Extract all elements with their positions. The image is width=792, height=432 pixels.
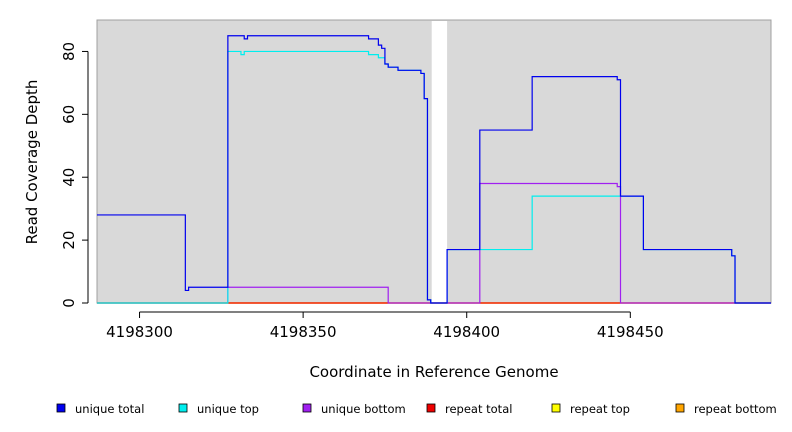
x-tick-label: 4198400 <box>433 323 500 341</box>
x-tick-label: 4198350 <box>270 323 337 341</box>
legend-label: repeat bottom <box>694 402 777 416</box>
series-layer <box>97 35 771 304</box>
legend-label: unique bottom <box>321 402 406 416</box>
legend-item-repeat-bottom: repeat bottom <box>675 402 777 416</box>
y-tick-label: 0 <box>60 298 78 308</box>
gap-region <box>431 21 448 304</box>
legend-label: repeat top <box>570 402 630 416</box>
plot-area <box>96 19 772 304</box>
y-tick-label: 80 <box>60 42 78 61</box>
legend-swatch <box>302 403 312 413</box>
legend-item-repeat-top: repeat top <box>551 402 630 416</box>
y-tick-label: 60 <box>60 105 78 124</box>
legend-item-unique-total: unique total <box>56 402 144 416</box>
x-tick-label: 4198450 <box>597 323 664 341</box>
legend-label: unique total <box>75 402 144 416</box>
axes: 0 20 40 60 80 4198300 4198350 4198400 4198450 <box>60 42 664 341</box>
legend-label: repeat total <box>445 402 512 416</box>
legend-swatch <box>675 403 685 413</box>
legend-label: unique top <box>197 402 259 416</box>
legend-swatch <box>551 403 561 413</box>
legend-swatch <box>178 403 188 413</box>
x-tick-label: 4198300 <box>106 323 173 341</box>
y-tick-label: 20 <box>60 231 78 250</box>
legend-item-unique-top: unique top <box>178 402 259 416</box>
legend: unique total unique top unique bottom repea… <box>56 402 777 416</box>
y-axis-title: Read Coverage Depth <box>23 80 41 245</box>
series-line-unique-total <box>97 35 771 304</box>
legend-item-repeat-total: repeat total <box>426 402 512 416</box>
legend-swatch <box>56 403 66 413</box>
legend-item-unique-bottom: unique bottom <box>302 402 406 416</box>
y-tick-label: 40 <box>60 168 78 187</box>
x-axis-title: Coordinate in Reference Genome <box>309 363 558 381</box>
legend-swatch <box>426 403 436 413</box>
